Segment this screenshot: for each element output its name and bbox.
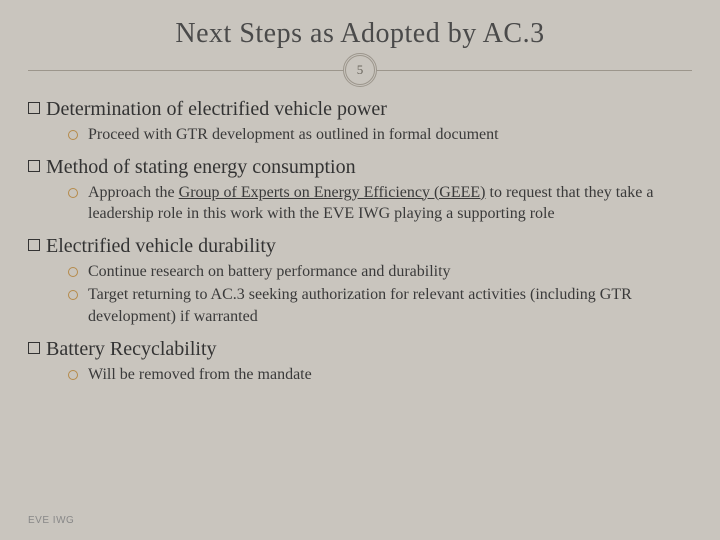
sub-list: Approach the Group of Experts on Energy … <box>28 180 692 231</box>
ring-bullet-icon <box>68 370 78 380</box>
slide: Next Steps as Adopted by AC.3 5 Determin… <box>0 0 720 540</box>
topic-head: Method of stating energy consumption <box>28 154 692 180</box>
sub-text: Approach the Group of Experts on Energy … <box>88 182 692 225</box>
square-bullet-icon <box>28 102 40 114</box>
sub-item: Approach the Group of Experts on Energy … <box>68 182 692 225</box>
sub-pre: Approach the <box>88 184 179 201</box>
topics-list: Determination of electrified vehicle pow… <box>28 96 692 391</box>
topic: Electrified vehicle durability Continue … <box>28 233 692 334</box>
square-bullet-icon <box>28 160 40 172</box>
sub-item: Target returning to AC.3 seeking authori… <box>68 284 692 327</box>
sub-list: Will be removed from the mandate <box>28 362 692 392</box>
page-number-badge: 5 <box>343 53 377 87</box>
ring-bullet-icon <box>68 267 78 277</box>
divider: 5 <box>28 50 692 90</box>
ring-bullet-icon <box>68 130 78 140</box>
topic: Battery Recyclability Will be removed fr… <box>28 336 692 392</box>
topic: Method of stating energy consumption App… <box>28 154 692 231</box>
sub-text: Continue research on battery performance… <box>88 261 692 283</box>
ring-bullet-icon <box>68 188 78 198</box>
topic-head-text: Battery Recyclability <box>46 336 217 362</box>
sub-item: Continue research on battery performance… <box>68 261 692 283</box>
page-number: 5 <box>357 62 364 78</box>
sub-list: Proceed with GTR development as outlined… <box>28 122 692 152</box>
topic-head-text: Method of stating energy consumption <box>46 154 356 180</box>
topic-head: Determination of electrified vehicle pow… <box>28 96 692 122</box>
sub-list: Continue research on battery performance… <box>28 259 692 334</box>
topic: Determination of electrified vehicle pow… <box>28 96 692 152</box>
slide-title: Next Steps as Adopted by AC.3 <box>28 18 692 50</box>
sub-text: Target returning to AC.3 seeking authori… <box>88 284 692 327</box>
topic-head: Electrified vehicle durability <box>28 233 692 259</box>
sub-underline: Group of Experts on Energy Efficiency (G… <box>179 184 486 201</box>
square-bullet-icon <box>28 239 40 251</box>
sub-item: Proceed with GTR development as outlined… <box>68 124 692 146</box>
topic-head-text: Determination of electrified vehicle pow… <box>46 96 387 122</box>
ring-bullet-icon <box>68 290 78 300</box>
square-bullet-icon <box>28 342 40 354</box>
sub-text: Proceed with GTR development as outlined… <box>88 124 692 146</box>
topic-head-text: Electrified vehicle durability <box>46 233 276 259</box>
footer-label: EVE IWG <box>28 515 74 526</box>
topic-head: Battery Recyclability <box>28 336 692 362</box>
sub-item: Will be removed from the mandate <box>68 364 692 386</box>
sub-text: Will be removed from the mandate <box>88 364 692 386</box>
